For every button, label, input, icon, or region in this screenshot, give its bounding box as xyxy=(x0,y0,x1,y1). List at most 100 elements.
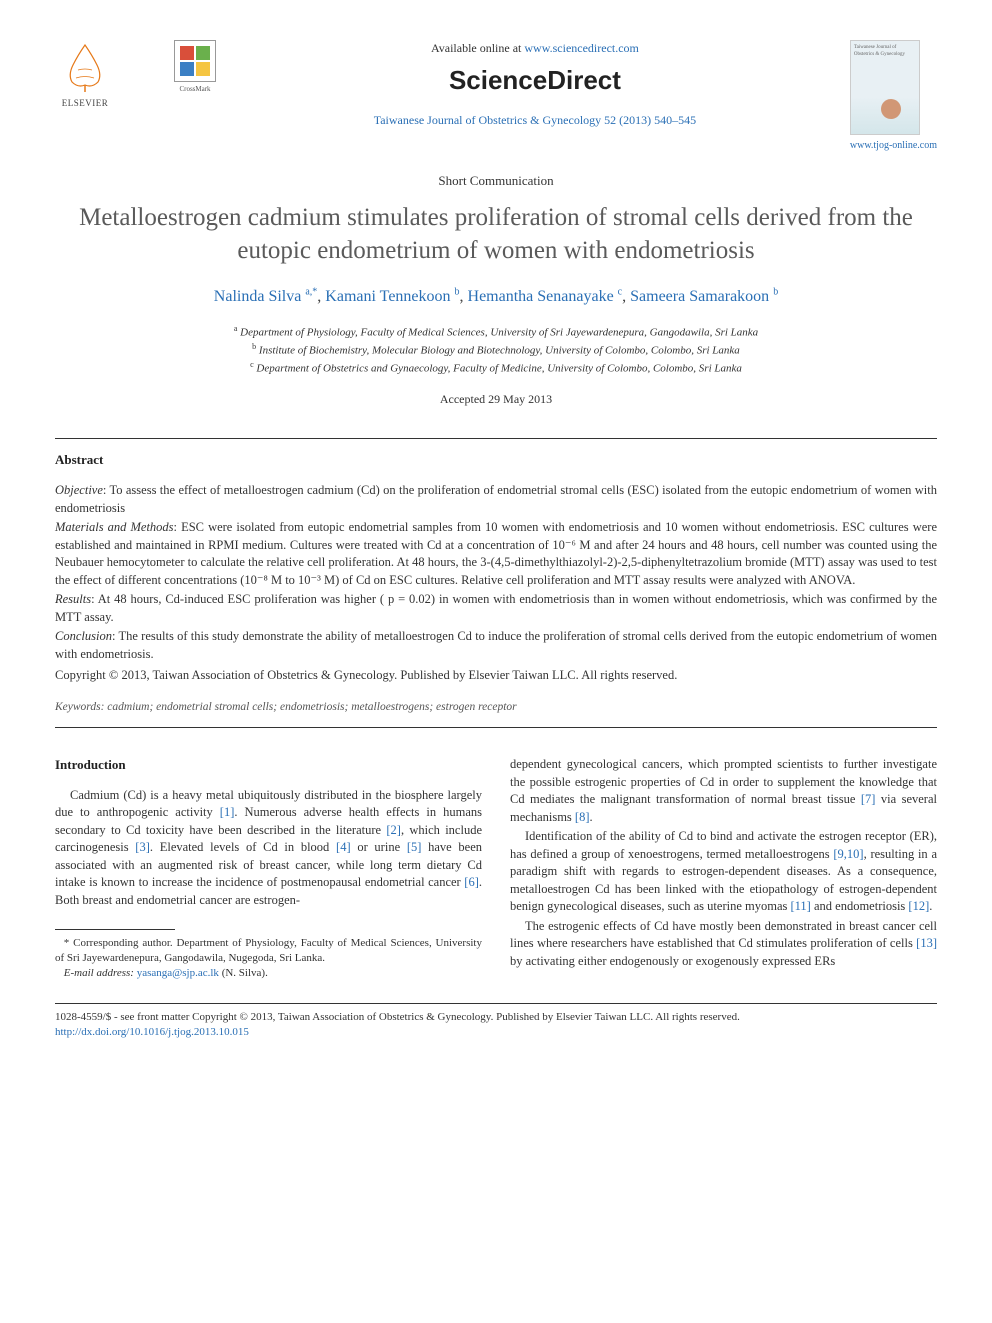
footer-rule xyxy=(55,1003,937,1004)
author-1-name: Nalinda Silva xyxy=(214,288,302,305)
sciencedirect-wordmark[interactable]: ScienceDirect xyxy=(220,62,850,100)
crossmark-icon xyxy=(174,40,216,82)
author-2-name: Kamani Tennekoon xyxy=(325,288,450,305)
intro-para-2: Identification of the ability of Cd to b… xyxy=(510,828,937,916)
methods-text: : ESC were isolated from eutopic endomet… xyxy=(55,520,937,587)
corr-email[interactable]: yasanga@sjp.ac.lk xyxy=(137,967,219,979)
ref-13[interactable]: [13] xyxy=(916,936,937,950)
ref-6[interactable]: [6] xyxy=(464,875,479,889)
sciencedirect-url[interactable]: www.sciencedirect.com xyxy=(524,41,639,55)
doi-link[interactable]: http://dx.doi.org/10.1016/j.tjog.2013.10… xyxy=(55,1025,937,1040)
journal-cover-thumbnail[interactable]: Taiwanese Journal of Obstetrics & Gyneco… xyxy=(850,40,920,135)
affiliation-c: c Department of Obstetrics and Gynaecolo… xyxy=(55,359,937,377)
results-label: Results xyxy=(55,592,91,606)
abstract-objective: Objective: To assess the effect of metal… xyxy=(55,482,937,517)
body-columns: Introduction Cadmium (Cd) is a heavy met… xyxy=(55,756,937,980)
intro-para-3: The estrogenic effects of Cd have mostly… xyxy=(510,918,937,971)
affiliation-a: a Department of Physiology, Faculty of M… xyxy=(55,323,937,341)
affiliation-b-text: Institute of Biochemistry, Molecular Bio… xyxy=(259,344,740,356)
ref-11[interactable]: [11] xyxy=(790,899,810,913)
ref-8[interactable]: [8] xyxy=(575,810,590,824)
footnote-separator xyxy=(55,929,175,930)
author-3-aff: c xyxy=(618,287,622,298)
keywords-text: cadmium; endometrial stromal cells; endo… xyxy=(104,701,516,713)
center-header: Available online at www.sciencedirect.co… xyxy=(220,40,850,129)
abstract-top-rule xyxy=(55,438,937,439)
elsevier-tree-icon xyxy=(58,40,113,95)
crossmark-badge[interactable]: CrossMark xyxy=(170,40,220,100)
author-list: Nalinda Silva a,*, Kamani Tennekoon b, H… xyxy=(55,285,937,308)
r2d: . xyxy=(929,899,932,913)
conclusion-text: : The results of this study demonstrate … xyxy=(55,629,937,661)
author-4-aff: b xyxy=(773,287,778,298)
left-column: Introduction Cadmium (Cd) is a heavy met… xyxy=(55,756,482,980)
ref-9-10[interactable]: [9,10] xyxy=(833,847,863,861)
abstract-body: Objective: To assess the effect of metal… xyxy=(55,482,937,685)
tjog-url[interactable]: www.tjog-online.com xyxy=(850,139,937,154)
keywords-label: Keywords: xyxy=(55,701,104,713)
author-2[interactable]: Kamani Tennekoon b xyxy=(325,288,459,305)
intro-para-1: Cadmium (Cd) is a heavy metal ubiquitous… xyxy=(55,787,482,910)
abstract-conclusion: Conclusion: The results of this study de… xyxy=(55,628,937,663)
ref-4[interactable]: [4] xyxy=(336,840,351,854)
conclusion-label: Conclusion xyxy=(55,629,112,643)
journal-citation[interactable]: Taiwanese Journal of Obstetrics & Gyneco… xyxy=(220,112,850,129)
r1c: . xyxy=(590,810,593,824)
intro-para-1-cont: dependent gynecological cancers, which p… xyxy=(510,756,937,826)
author-2-aff: b xyxy=(455,287,460,298)
email-line: E-mail address: yasanga@sjp.ac.lk (N. Si… xyxy=(55,966,482,981)
author-1[interactable]: Nalinda Silva a,* xyxy=(214,288,318,305)
email-label: E-mail address: xyxy=(64,967,134,979)
cover-graphic-icon xyxy=(881,99,901,119)
page-header: ELSEVIER CrossMark Available online at w… xyxy=(55,40,937,154)
author-4-name: Sameera Samarakoon xyxy=(630,288,769,305)
affiliation-c-text: Department of Obstetrics and Gynaecology… xyxy=(256,363,741,375)
r2c: and endometriosis xyxy=(811,899,909,913)
author-4[interactable]: Sameera Samarakoon b xyxy=(630,288,778,305)
r3b: by activating either endogenously or exo… xyxy=(510,954,835,968)
email-suffix: (N. Silva). xyxy=(219,967,268,979)
objective-label: Objective xyxy=(55,483,103,497)
affiliation-a-text: Department of Physiology, Faculty of Med… xyxy=(240,326,758,338)
journal-cover-block: Taiwanese Journal of Obstetrics & Gyneco… xyxy=(850,40,937,154)
cover-title-text: Taiwanese Journal of Obstetrics & Gyneco… xyxy=(851,41,919,62)
t1e: or urine xyxy=(351,840,407,854)
issn-copyright-line: 1028-4559/$ - see front matter Copyright… xyxy=(55,1010,937,1025)
corresponding-author-footnote: * Corresponding author. Department of Ph… xyxy=(55,936,482,981)
abstract-methods: Materials and Methods: ESC were isolated… xyxy=(55,519,937,589)
abstract-results: Results: At 48 hours, Cd-induced ESC pro… xyxy=(55,591,937,626)
ref-3[interactable]: [3] xyxy=(135,840,150,854)
right-column: dependent gynecological cancers, which p… xyxy=(510,756,937,980)
available-prefix: Available online at xyxy=(431,41,524,55)
elsevier-logo[interactable]: ELSEVIER xyxy=(55,40,115,115)
affiliation-b: b Institute of Biochemistry, Molecular B… xyxy=(55,341,937,359)
crossmark-label: CrossMark xyxy=(179,84,210,94)
corr-text: * Corresponding author. Department of Ph… xyxy=(55,936,482,966)
t1d: . Elevated levels of Cd in blood xyxy=(150,840,336,854)
elsevier-label: ELSEVIER xyxy=(62,97,109,110)
affiliations: a Department of Physiology, Faculty of M… xyxy=(55,323,937,377)
introduction-heading: Introduction xyxy=(55,756,482,774)
objective-text: : To assess the effect of metalloestroge… xyxy=(55,483,937,515)
accepted-date: Accepted 29 May 2013 xyxy=(55,391,937,408)
ref-2[interactable]: [2] xyxy=(386,823,401,837)
article-type: Short Communication xyxy=(55,172,937,191)
results-text: : At 48 hours, Cd-induced ESC proliferat… xyxy=(55,592,937,624)
ref-5[interactable]: [5] xyxy=(407,840,422,854)
ref-1[interactable]: [1] xyxy=(220,805,235,819)
abstract-copyright: Copyright © 2013, Taiwan Association of … xyxy=(55,667,937,685)
r3a: The estrogenic effects of Cd have mostly… xyxy=(510,919,937,951)
article-title: Metalloestrogen cadmium stimulates proli… xyxy=(75,202,917,267)
ref-12[interactable]: [12] xyxy=(908,899,929,913)
methods-label: Materials and Methods xyxy=(55,520,174,534)
author-3[interactable]: Hemantha Senanayake c xyxy=(468,288,623,305)
abstract-heading: Abstract xyxy=(55,451,937,470)
author-1-aff: a,* xyxy=(305,287,317,298)
author-3-name: Hemantha Senanayake xyxy=(468,288,614,305)
available-online-text: Available online at www.sciencedirect.co… xyxy=(220,40,850,57)
footer-info: 1028-4559/$ - see front matter Copyright… xyxy=(55,1010,937,1041)
keywords-line: Keywords: cadmium; endometrial stromal c… xyxy=(55,699,937,716)
ref-7[interactable]: [7] xyxy=(861,792,876,806)
abstract-bottom-rule xyxy=(55,727,937,728)
left-logo-group: ELSEVIER CrossMark xyxy=(55,40,220,115)
